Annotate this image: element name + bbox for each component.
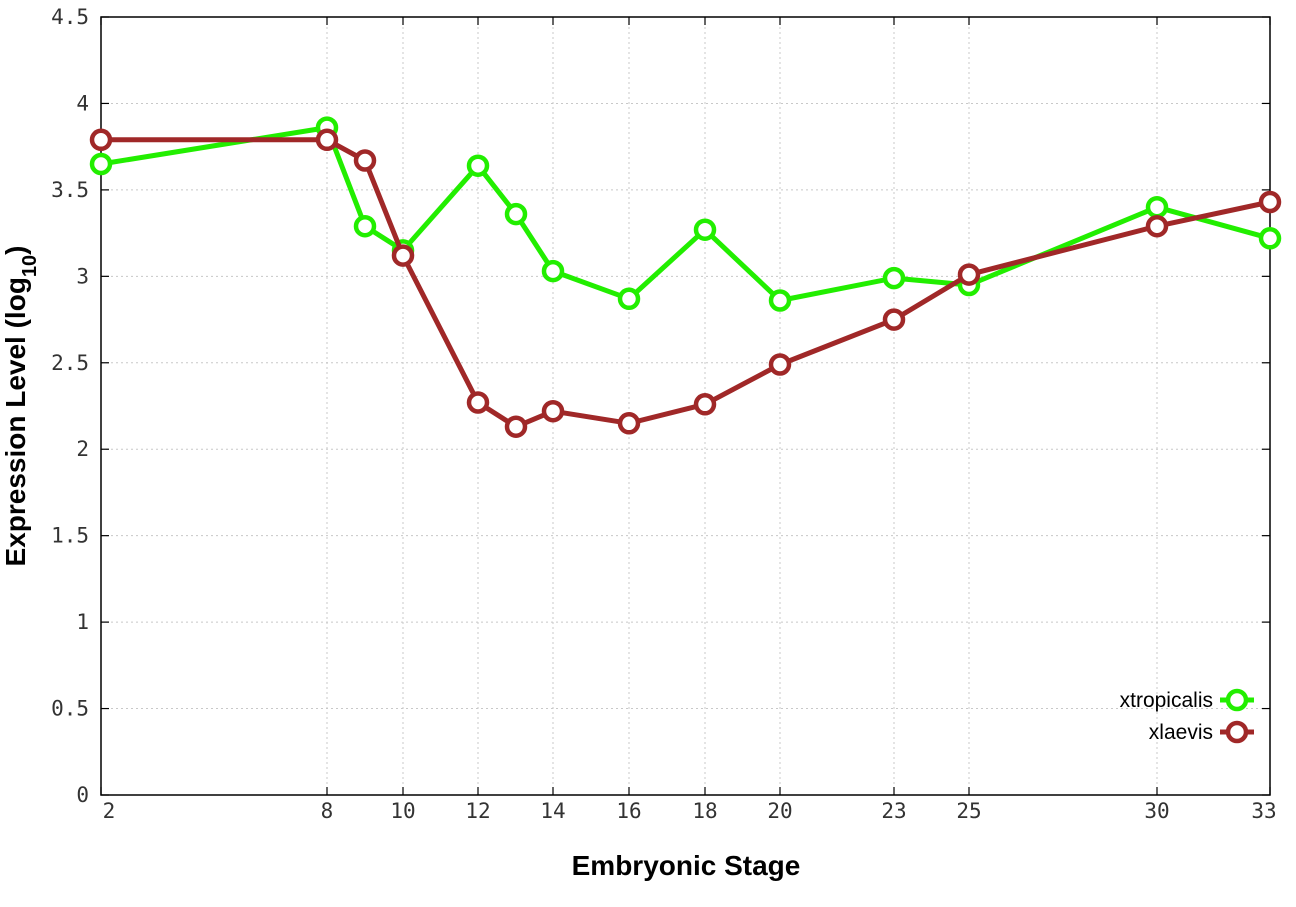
x-tick-label: 18 — [692, 799, 717, 823]
data-point — [391, 244, 415, 267]
y-axis-title-close: ) — [0, 246, 31, 255]
legend-marker — [1225, 688, 1249, 712]
x-tick-label: 23 — [881, 799, 906, 823]
y-tick-label: 2 — [76, 437, 89, 461]
series-xtropicalis — [89, 116, 1282, 312]
x-tick-label: 14 — [540, 799, 565, 823]
data-point — [541, 259, 565, 283]
y-tick-label: 3.5 — [51, 178, 89, 202]
y-axis-title-main: Expression Level (log — [0, 277, 31, 566]
x-axis-title: Embryonic Stage — [572, 850, 801, 881]
data-point — [353, 149, 377, 172]
series-line — [101, 137, 1271, 430]
data-point — [466, 154, 490, 177]
data-point — [89, 128, 113, 152]
y-axis-title-subscript: 10 — [19, 255, 41, 277]
legend-label: xlaevis — [1149, 721, 1213, 744]
data-point — [617, 287, 641, 311]
data-point — [541, 399, 565, 423]
legend-label: xtropicalis — [1120, 689, 1213, 712]
data-point — [504, 202, 528, 226]
y-tick-label: 2.5 — [51, 351, 89, 375]
x-tick-label: 20 — [767, 799, 792, 823]
plot-frame — [100, 16, 1271, 796]
data-point — [504, 415, 528, 438]
series-line — [100, 125, 1271, 303]
data-point — [693, 218, 717, 241]
data-point — [693, 393, 717, 416]
data-point — [89, 152, 113, 176]
data-point — [768, 353, 792, 376]
data-point — [617, 412, 641, 435]
y-tick-label: 0 — [76, 783, 89, 807]
x-tick-label: 25 — [956, 799, 981, 823]
x-tick-label: 30 — [1144, 799, 1169, 823]
legend-item-xlaevis: xlaevis — [1149, 720, 1254, 744]
data-point — [1145, 214, 1169, 238]
y-tick-label: 3 — [76, 264, 89, 288]
x-tick-label: 12 — [465, 799, 490, 823]
data-point — [768, 289, 792, 312]
data-point — [466, 391, 490, 414]
x-tick-label: 33 — [1251, 799, 1276, 823]
series — [89, 116, 1282, 438]
y-axis-title: Expression Level (log10) — [0, 246, 41, 567]
data-point — [1145, 195, 1169, 219]
x-tick-label: 8 — [321, 799, 334, 823]
x-tick-label: 2 — [103, 799, 116, 823]
legend-item-xtropicalis: xtropicalis — [1120, 688, 1254, 712]
data-point — [353, 214, 377, 238]
series-xlaevis — [89, 128, 1282, 438]
data-point — [1258, 227, 1282, 250]
x-tick-label: 10 — [390, 799, 415, 823]
data-point — [1258, 190, 1282, 214]
y-tick-label: 4.5 — [51, 5, 89, 29]
data-point — [315, 128, 339, 152]
axis-ticks: 0 0.5 1 1.5 2 2.5 3 3.5 4 4.5 2 8 10 12 14 16 18 20 23 25 30… — [51, 5, 1277, 823]
y-tick-label: 1.5 — [51, 524, 89, 548]
y-tick-label: 0.5 — [51, 697, 89, 721]
x-tick-label: 16 — [616, 799, 641, 823]
legend: xtropicalis xlaevis — [1120, 688, 1254, 744]
data-point — [957, 263, 981, 286]
y-tick-label: 1 — [76, 610, 89, 634]
data-point — [882, 308, 906, 331]
y-tick-label: 4 — [76, 91, 89, 115]
legend-marker — [1225, 720, 1249, 744]
data-point — [882, 266, 906, 290]
